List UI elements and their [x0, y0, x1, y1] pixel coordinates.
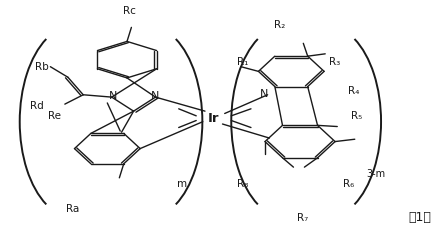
Text: N: N — [260, 89, 268, 99]
Text: Ir: Ir — [208, 112, 219, 125]
Text: 3-m: 3-m — [366, 169, 385, 179]
Text: R₂: R₂ — [274, 20, 285, 29]
Text: Re: Re — [48, 111, 61, 121]
Text: R₈: R₈ — [237, 179, 249, 189]
Text: R₃: R₃ — [329, 57, 341, 67]
Text: （1）: （1） — [408, 211, 431, 224]
Text: N: N — [108, 91, 117, 101]
Text: N: N — [150, 91, 159, 101]
Text: R₄: R₄ — [348, 86, 360, 96]
Text: R₇: R₇ — [297, 213, 308, 223]
Text: Ra: Ra — [66, 205, 79, 214]
Text: Rd: Rd — [30, 102, 44, 111]
Text: R₆: R₆ — [343, 179, 354, 189]
Text: m: m — [177, 179, 187, 189]
Text: Rc: Rc — [123, 6, 136, 15]
Text: Rb: Rb — [35, 62, 49, 72]
Text: R₅: R₅ — [351, 111, 363, 121]
Text: R₁: R₁ — [237, 57, 249, 67]
